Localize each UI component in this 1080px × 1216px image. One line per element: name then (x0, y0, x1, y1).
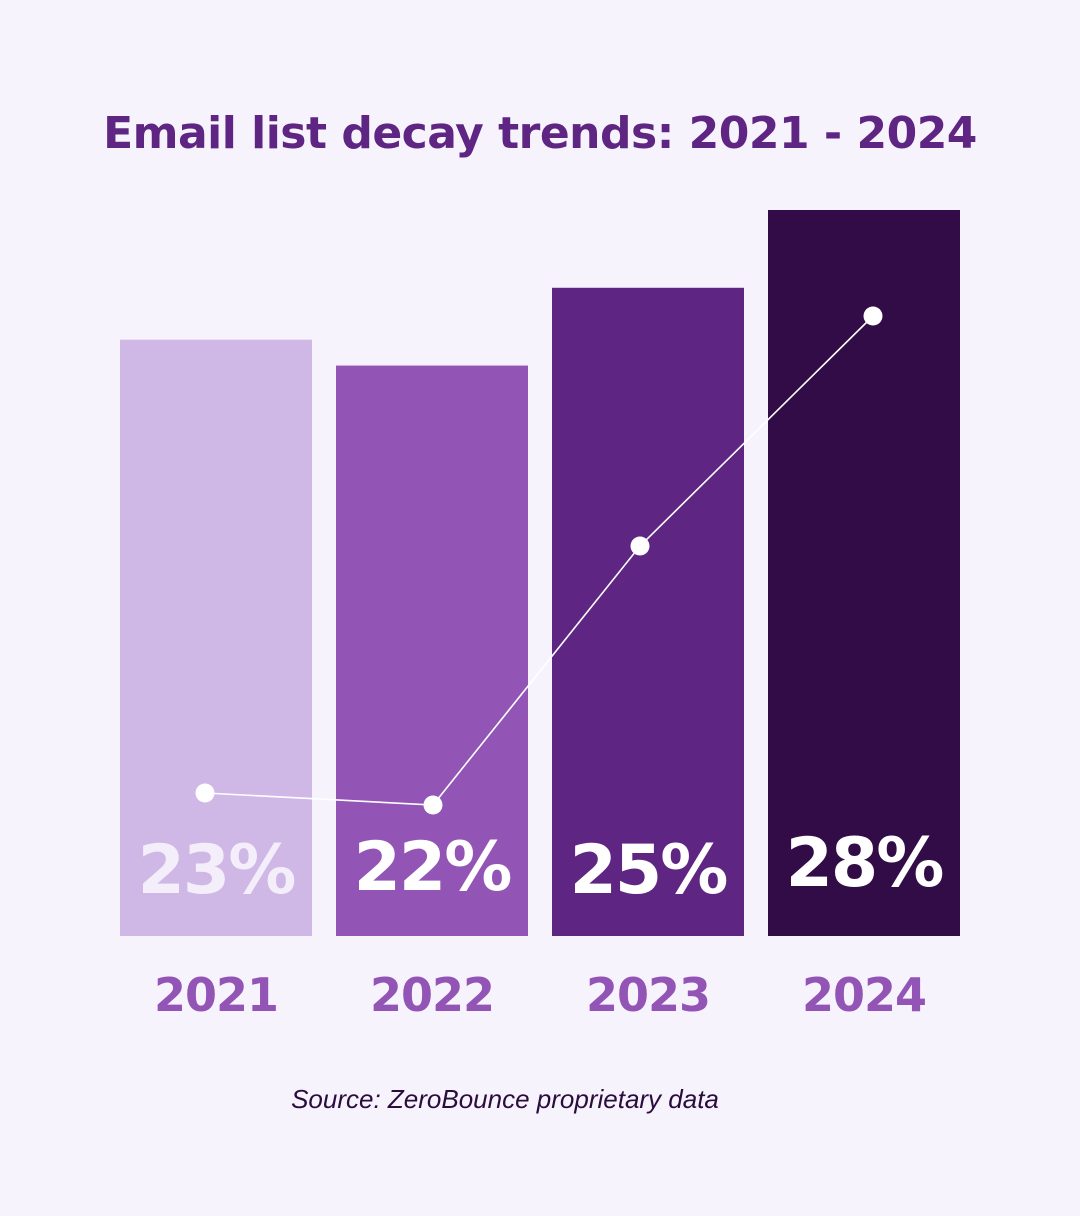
chart-title: Email list decay trends: 2021 - 2024 (103, 108, 977, 159)
bar-2023 (552, 287, 744, 936)
value-label-2022: 22% (354, 828, 511, 907)
x-tick-label-2024: 2024 (802, 968, 926, 1022)
trend-line (204, 315, 874, 806)
value-label-2021: 23% (138, 831, 295, 910)
bar-2021 (120, 339, 312, 937)
trend-point-2024 (863, 306, 883, 326)
trend-point-2021 (195, 783, 215, 803)
x-tick-label-2022: 2022 (370, 968, 494, 1022)
trend-point-2022 (423, 795, 443, 815)
x-tick-label-2021: 2021 (154, 968, 278, 1022)
value-label-2024: 28% (786, 824, 943, 903)
bar-2022 (336, 365, 528, 937)
source-note: Source: ZeroBounce proprietary data (291, 1084, 719, 1114)
x-tick-label-2023: 2023 (586, 968, 710, 1022)
trend-point-2023 (630, 536, 650, 556)
bar-2024 (768, 210, 960, 936)
value-label-2023: 25% (570, 831, 727, 910)
